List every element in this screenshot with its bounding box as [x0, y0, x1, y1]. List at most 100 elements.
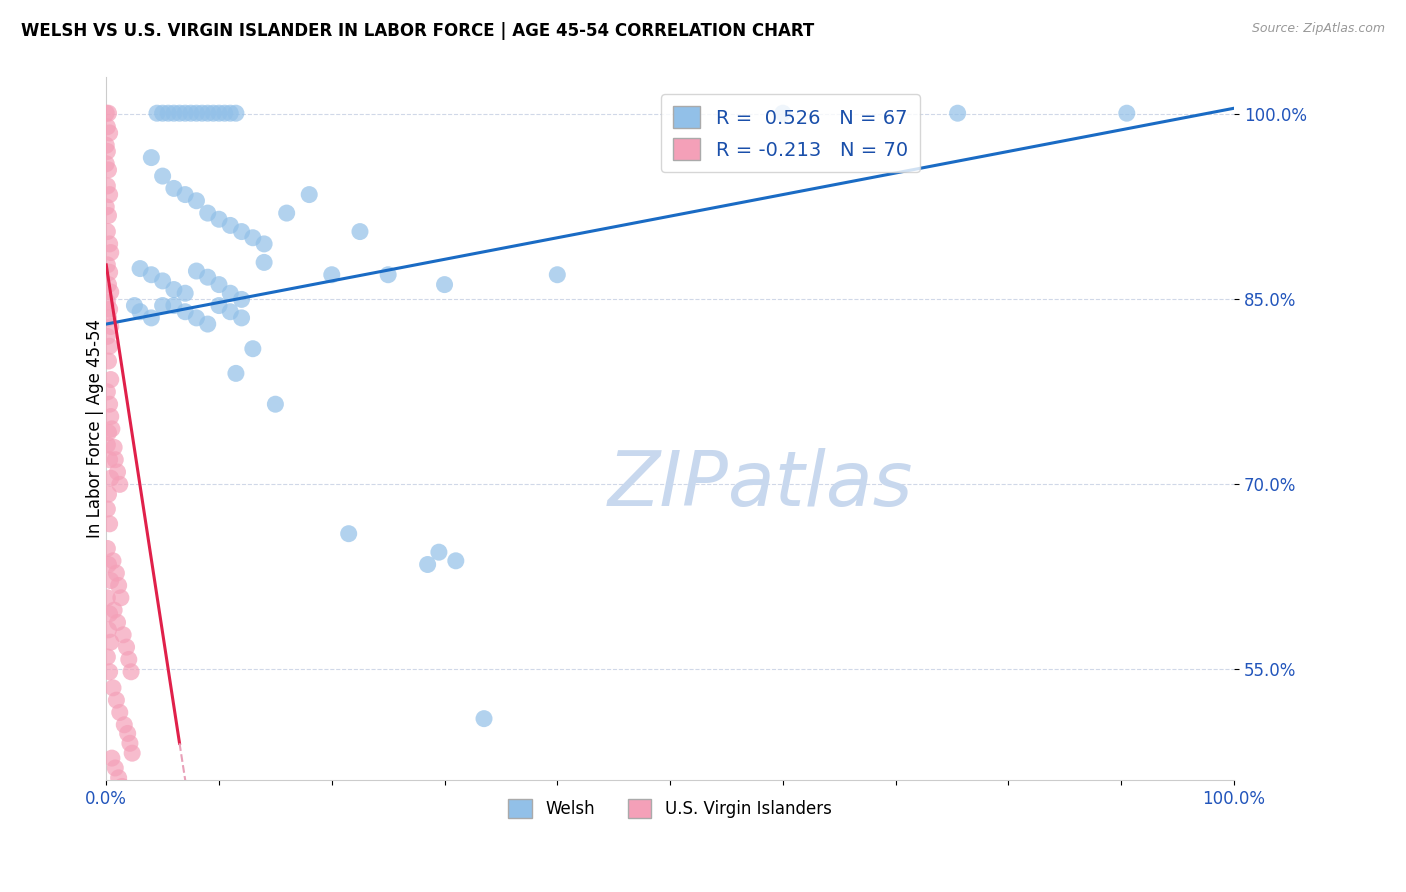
Point	[98, 187, 121, 202]
Point	[152, 274, 174, 288]
Point	[118, 652, 141, 666]
Point	[104, 761, 127, 775]
Point	[112, 628, 135, 642]
Point	[96, 591, 118, 605]
Point	[219, 286, 242, 301]
Point	[321, 268, 343, 282]
Point	[129, 261, 152, 276]
Point	[186, 310, 208, 325]
Point	[105, 566, 128, 581]
Point	[110, 591, 132, 605]
Point	[264, 397, 287, 411]
Point	[276, 206, 298, 220]
Point	[186, 194, 208, 208]
Point	[115, 640, 138, 654]
Point	[253, 236, 276, 251]
Point	[112, 718, 135, 732]
Legend: Welsh, U.S. Virgin Islanders: Welsh, U.S. Virgin Islanders	[502, 792, 838, 825]
Point	[100, 471, 122, 485]
Point	[121, 746, 143, 760]
Point	[96, 120, 118, 134]
Point	[98, 516, 121, 531]
Point	[107, 578, 129, 592]
Point	[186, 264, 208, 278]
Point	[186, 106, 208, 120]
Point	[772, 106, 794, 120]
Point	[97, 106, 120, 120]
Point	[96, 438, 118, 452]
Point	[101, 751, 124, 765]
Point	[97, 162, 120, 177]
Point	[100, 245, 122, 260]
Point	[96, 258, 118, 272]
Point	[108, 706, 131, 720]
Point	[117, 726, 139, 740]
Point	[208, 277, 231, 292]
Text: ZIPatlas: ZIPatlas	[607, 448, 912, 522]
Point	[111, 780, 134, 794]
Point	[174, 106, 197, 120]
Point	[163, 106, 186, 120]
Point	[298, 187, 321, 202]
Point	[98, 339, 121, 353]
Point	[98, 302, 121, 317]
Point	[219, 219, 242, 233]
Point	[98, 265, 121, 279]
Text: WELSH VS U.S. VIRGIN ISLANDER IN LABOR FORCE | AGE 45-54 CORRELATION CHART: WELSH VS U.S. VIRGIN ISLANDER IN LABOR F…	[21, 22, 814, 40]
Point	[152, 106, 174, 120]
Point	[96, 384, 118, 399]
Point	[96, 225, 118, 239]
Point	[377, 268, 399, 282]
Point	[546, 268, 568, 282]
Point	[242, 342, 264, 356]
Point	[97, 310, 120, 325]
Point	[242, 231, 264, 245]
Point	[231, 293, 253, 307]
Point	[197, 206, 219, 220]
Point	[97, 558, 120, 572]
Point	[197, 106, 219, 120]
Point	[208, 299, 231, 313]
Point	[141, 268, 163, 282]
Text: Source: ZipAtlas.com: Source: ZipAtlas.com	[1251, 22, 1385, 36]
Point	[114, 788, 136, 802]
Point	[169, 106, 191, 120]
Point	[433, 277, 456, 292]
Point	[96, 178, 118, 193]
Point	[96, 138, 118, 153]
Point	[163, 283, 186, 297]
Point	[197, 270, 219, 285]
Point	[96, 157, 118, 171]
Point	[98, 236, 121, 251]
Point	[231, 310, 253, 325]
Point	[157, 106, 180, 120]
Y-axis label: In Labor Force | Age 45-54: In Labor Force | Age 45-54	[86, 319, 104, 539]
Point	[225, 367, 247, 381]
Point	[129, 304, 152, 318]
Point	[427, 545, 450, 559]
Point	[96, 294, 118, 309]
Point	[101, 554, 124, 568]
Point	[103, 441, 125, 455]
Point	[124, 299, 146, 313]
Point	[219, 106, 242, 120]
Point	[163, 181, 186, 195]
Point	[120, 665, 142, 679]
Point	[202, 106, 225, 120]
Point	[97, 425, 120, 440]
Point	[219, 304, 242, 318]
Point	[349, 225, 371, 239]
Point	[100, 574, 122, 588]
Point	[231, 225, 253, 239]
Point	[444, 554, 467, 568]
Point	[107, 771, 129, 785]
Point	[98, 126, 121, 140]
Point	[141, 151, 163, 165]
Point	[146, 106, 169, 120]
Point	[197, 317, 219, 331]
Point	[141, 310, 163, 325]
Point	[946, 106, 969, 120]
Point	[191, 106, 214, 120]
Point	[97, 277, 120, 292]
Point	[97, 623, 120, 637]
